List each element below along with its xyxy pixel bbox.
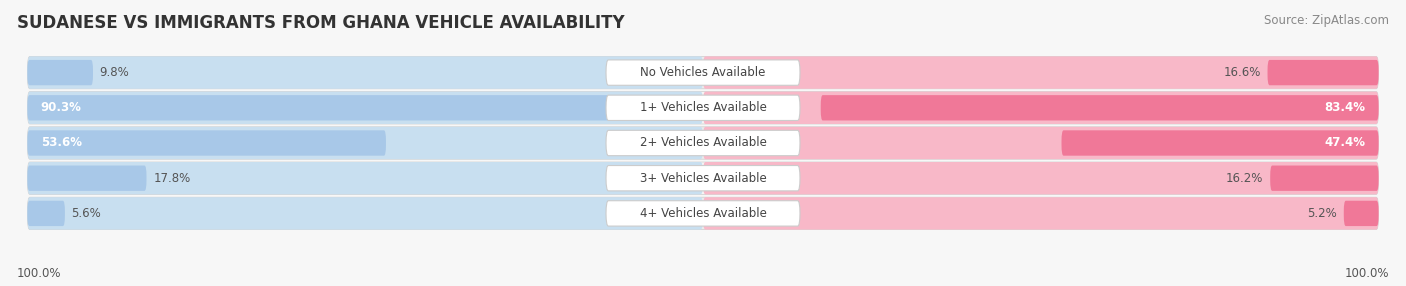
Text: 83.4%: 83.4% [1324,101,1365,114]
Text: 16.2%: 16.2% [1226,172,1264,185]
FancyBboxPatch shape [28,130,387,156]
FancyBboxPatch shape [28,127,1378,159]
FancyBboxPatch shape [28,162,1378,194]
Text: 1+ Vehicles Available: 1+ Vehicles Available [640,101,766,114]
FancyBboxPatch shape [1268,60,1378,85]
Text: 5.2%: 5.2% [1308,207,1337,220]
FancyBboxPatch shape [606,95,800,120]
FancyBboxPatch shape [703,197,1378,230]
FancyBboxPatch shape [606,60,800,85]
FancyBboxPatch shape [28,56,703,89]
FancyBboxPatch shape [703,92,1378,124]
FancyBboxPatch shape [28,60,93,85]
FancyBboxPatch shape [606,166,800,191]
Text: 3+ Vehicles Available: 3+ Vehicles Available [640,172,766,185]
Text: 16.6%: 16.6% [1223,66,1261,79]
Text: 2+ Vehicles Available: 2+ Vehicles Available [640,136,766,150]
FancyBboxPatch shape [28,197,703,230]
FancyBboxPatch shape [606,201,800,226]
FancyBboxPatch shape [703,127,1378,159]
FancyBboxPatch shape [28,166,146,191]
FancyBboxPatch shape [28,92,1378,124]
Text: 100.0%: 100.0% [17,267,62,280]
FancyBboxPatch shape [28,95,631,120]
Text: 9.8%: 9.8% [100,66,129,79]
FancyBboxPatch shape [28,56,1378,89]
FancyBboxPatch shape [703,56,1378,89]
FancyBboxPatch shape [1344,201,1378,226]
FancyBboxPatch shape [28,201,65,226]
Text: 47.4%: 47.4% [1324,136,1365,150]
FancyBboxPatch shape [28,162,703,194]
FancyBboxPatch shape [606,130,800,156]
Text: SUDANESE VS IMMIGRANTS FROM GHANA VEHICLE AVAILABILITY: SUDANESE VS IMMIGRANTS FROM GHANA VEHICL… [17,14,624,32]
Text: 5.6%: 5.6% [72,207,101,220]
Text: 4+ Vehicles Available: 4+ Vehicles Available [640,207,766,220]
FancyBboxPatch shape [28,92,703,124]
Text: 90.3%: 90.3% [41,101,82,114]
FancyBboxPatch shape [28,127,703,159]
Text: 17.8%: 17.8% [153,172,190,185]
Text: 53.6%: 53.6% [41,136,82,150]
FancyBboxPatch shape [821,95,1378,120]
Text: No Vehicles Available: No Vehicles Available [640,66,766,79]
FancyBboxPatch shape [703,162,1378,194]
FancyBboxPatch shape [1270,166,1378,191]
Text: Source: ZipAtlas.com: Source: ZipAtlas.com [1264,14,1389,27]
FancyBboxPatch shape [28,197,1378,230]
Text: 100.0%: 100.0% [1344,267,1389,280]
FancyBboxPatch shape [1062,130,1378,156]
